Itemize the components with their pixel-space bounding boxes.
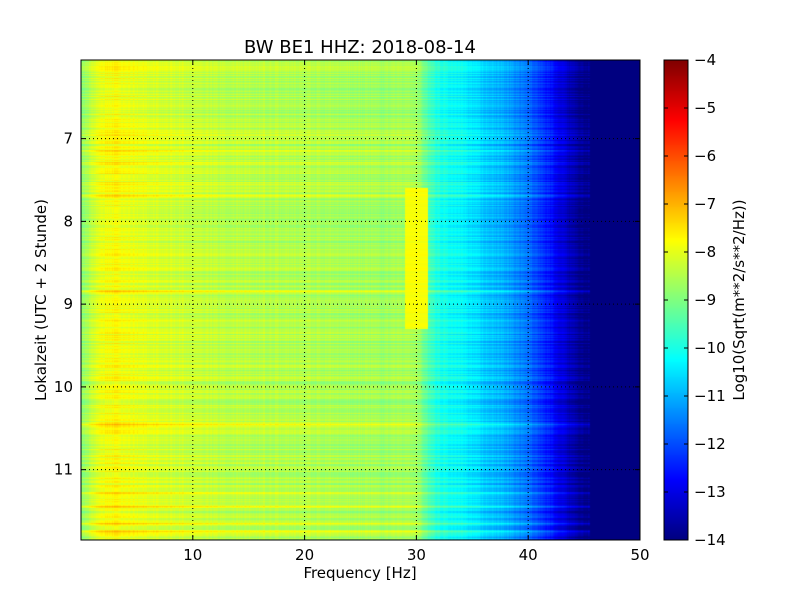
colorbar-tick-label: −6	[694, 147, 716, 165]
y-tick-label: 10	[54, 378, 73, 396]
y-axis: 7 8 9 10 11	[54, 130, 640, 479]
x-axis: 10 20 30 40 50	[183, 60, 650, 564]
colorbar-tick-label: −4	[694, 51, 716, 69]
x-tick-label: 30	[407, 546, 426, 564]
colorbar-tick-label: −7	[694, 195, 716, 213]
colorbar-tick-label: −10	[694, 339, 726, 357]
chart-title: BW BE1 HHZ: 2018-08-14	[244, 37, 476, 58]
colorbar-tick-label: −8	[694, 243, 716, 261]
colorbar-tick-label: −5	[694, 99, 716, 117]
y-tick-label: 11	[54, 461, 73, 479]
spectrogram-image	[81, 60, 640, 540]
x-tick-label: 40	[519, 546, 538, 564]
x-tick-label: 50	[630, 546, 649, 564]
x-tick-label: 20	[295, 546, 314, 564]
colorbar-tick-label: −12	[694, 435, 726, 453]
colorbar-tick-label: −13	[694, 483, 726, 501]
x-tick-label: 10	[183, 546, 202, 564]
y-tick-label: 8	[63, 212, 73, 230]
colorbar-tick-label: −11	[694, 387, 726, 405]
y-tick-label: 9	[63, 295, 73, 313]
grid-lines	[81, 60, 640, 540]
y-axis-label: Lokalzeit (UTC + 2 Stunde)	[32, 199, 50, 401]
colorbar-label: Log10(Sqrt(m**2/s**2/Hz))	[730, 199, 748, 400]
x-axis-label: Frequency [Hz]	[303, 564, 416, 582]
y-tick-label: 7	[63, 130, 73, 148]
plot-frame	[80, 59, 641, 541]
colorbar-axis: −4 −5 −6 −7 −8 −9 −10 −11 −12 −13 −14	[664, 51, 726, 549]
colorbar-tick-label: −9	[694, 291, 716, 309]
colorbar-tick-label: −14	[694, 531, 726, 549]
